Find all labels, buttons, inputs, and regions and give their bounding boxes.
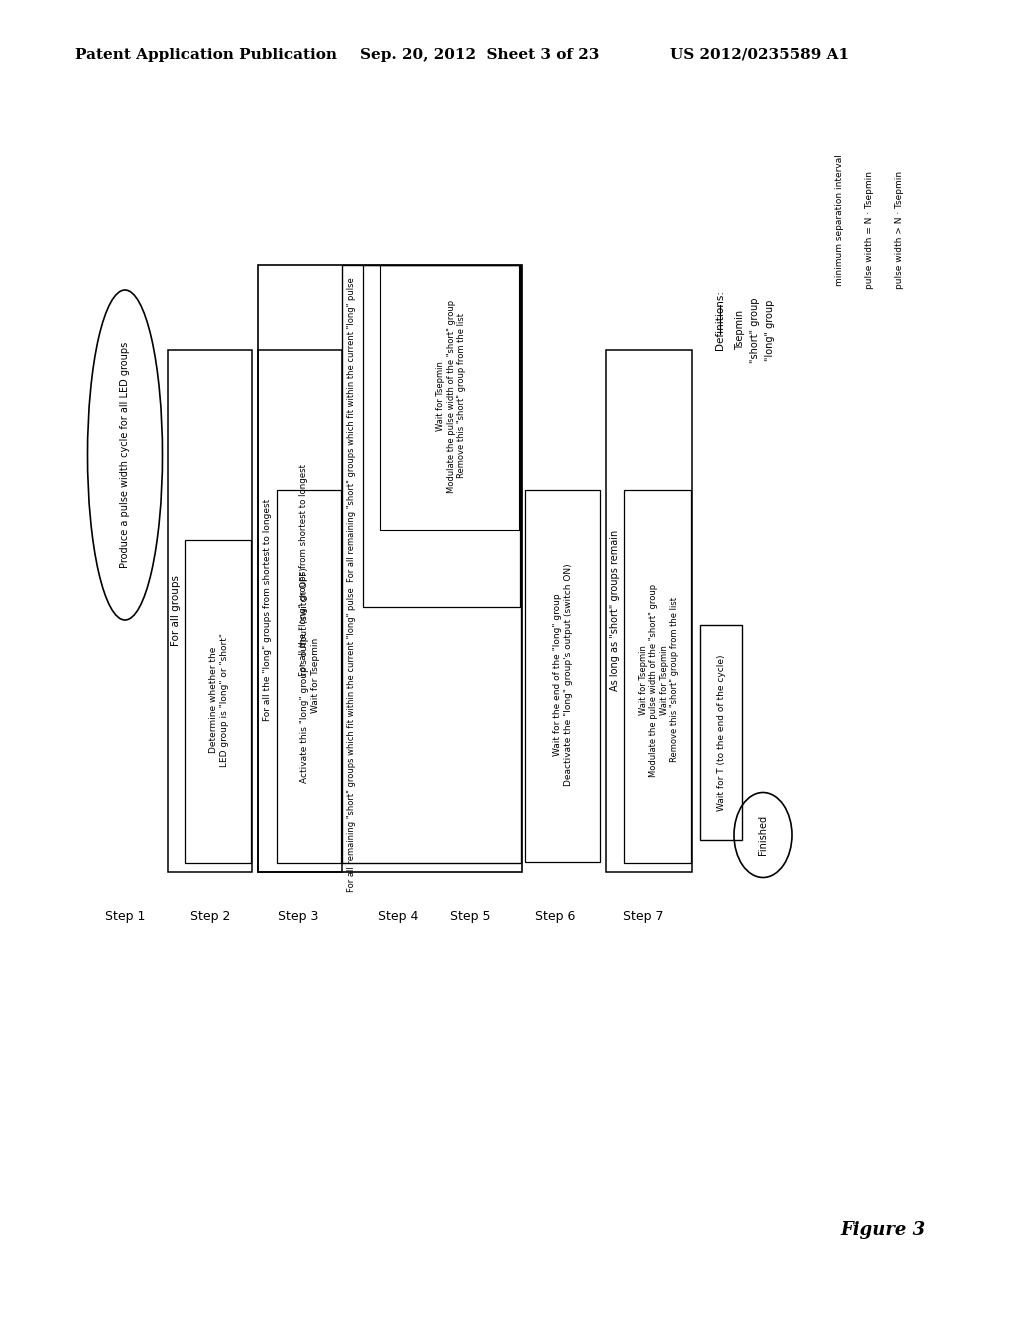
Bar — [380, 265, 519, 531]
Bar — [168, 350, 252, 873]
Text: Wait for the end of the "long" group
Deactivate the "long" group's output (switc: Wait for the end of the "long" group Dea… — [553, 564, 572, 787]
Text: minimum separation interval: minimum separation interval — [836, 154, 845, 286]
Text: Sep. 20, 2012  Sheet 3 of 23: Sep. 20, 2012 Sheet 3 of 23 — [360, 48, 599, 62]
Bar — [258, 265, 522, 873]
Text: Step 3: Step 3 — [278, 909, 318, 923]
Text: For all the "long" groups from shortest to longest: For all the "long" groups from shortest … — [299, 465, 308, 676]
Bar — [185, 540, 251, 863]
Text: US 2012/0235589 A1: US 2012/0235589 A1 — [670, 48, 849, 62]
Text: Figure 3: Figure 3 — [840, 1221, 925, 1239]
Text: Definitions:: Definitions: — [715, 290, 725, 350]
Text: Determine whether the
LED group is "long" or "short": Determine whether the LED group is "long… — [209, 634, 228, 767]
Bar — [525, 490, 600, 862]
Text: For all remaining "short" groups which fit within the current "long" pulse: For all remaining "short" groups which f… — [347, 587, 356, 892]
Bar — [606, 350, 692, 873]
Text: "short" group: "short" group — [750, 297, 760, 363]
Text: Tsepmin: Tsepmin — [735, 310, 745, 350]
Bar — [624, 490, 691, 863]
Bar — [258, 350, 342, 873]
Text: Activate this "long" group's output (switch OFF)
Wait for Tsepmin: Activate this "long" group's output (swi… — [300, 568, 319, 783]
Text: Wait for T (to the end of the cycle): Wait for T (to the end of the cycle) — [717, 655, 725, 812]
Text: Step 5: Step 5 — [450, 909, 490, 923]
Text: Patent Application Publication: Patent Application Publication — [75, 48, 337, 62]
Text: Step 1: Step 1 — [104, 909, 145, 923]
Text: Step 4: Step 4 — [378, 909, 418, 923]
Text: Produce a pulse width cycle for all LED groups: Produce a pulse width cycle for all LED … — [120, 342, 130, 568]
Bar — [362, 265, 520, 607]
Bar — [342, 265, 521, 863]
Text: Step 7: Step 7 — [623, 909, 664, 923]
Bar — [278, 490, 341, 863]
Text: For all remaining "short" groups which fit within the current "long" pulse: For all remaining "short" groups which f… — [347, 277, 356, 582]
Text: For all the "long" groups from shortest to longest: For all the "long" groups from shortest … — [262, 499, 271, 721]
Text: Step 6: Step 6 — [535, 909, 575, 923]
Text: Wait for Tsepmin
Modulate the pulse width of the "short" group
Wait for Tsepmin
: Wait for Tsepmin Modulate the pulse widt… — [639, 583, 679, 776]
Text: Wait for Tsepmin
Modulate the pulse width of the "short" group
Remove this "shor: Wait for Tsepmin Modulate the pulse widt… — [436, 300, 466, 492]
Bar — [700, 624, 742, 840]
Text: "long" group: "long" group — [765, 300, 775, 360]
Text: pulse width > N · Tsepmin: pulse width > N · Tsepmin — [896, 170, 904, 289]
Text: For all groups: For all groups — [171, 574, 181, 645]
Text: Finished: Finished — [758, 814, 768, 855]
Text: As long as "short" groups remain: As long as "short" groups remain — [610, 529, 620, 690]
Text: Step 2: Step 2 — [189, 909, 230, 923]
Text: pulse width = N · Tsepmin: pulse width = N · Tsepmin — [865, 172, 874, 289]
